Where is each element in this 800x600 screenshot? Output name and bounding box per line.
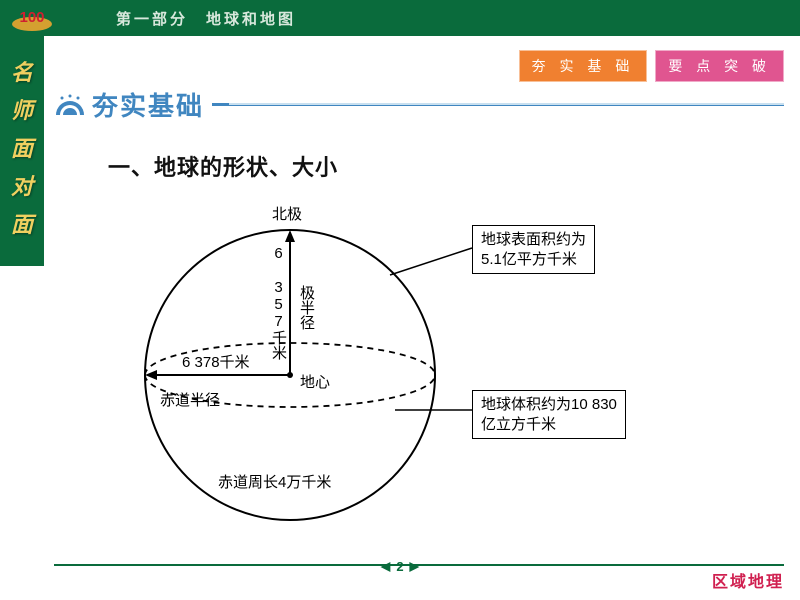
earth-center-label: 地心 [300, 371, 330, 392]
section-title-row: 夯实基础 [54, 86, 784, 123]
volume-line2: 亿立方千米 [481, 415, 617, 435]
page-number-wrap: 2 [380, 559, 419, 574]
sidebar-char: 对 [11, 169, 33, 201]
tab-foundation[interactable]: 夯 实 基 础 [519, 50, 648, 82]
tab-row: 夯 实 基 础 要 点 突 破 [519, 50, 784, 82]
surface-area-line1: 地球表面积约为 [481, 230, 586, 250]
svg-text:100: 100 [19, 9, 44, 26]
tab-keypoints[interactable]: 要 点 突 破 [655, 50, 784, 82]
page-next-icon[interactable] [410, 562, 420, 572]
logo-100-icon: 100 [8, 3, 56, 33]
section-title-icon [54, 93, 88, 117]
footer-subject-label: 区域地理 [712, 568, 784, 592]
surface-area-line2: 5.1亿平方千米 [481, 250, 586, 270]
polar-radius-label: 极半径 [296, 285, 317, 330]
left-sidebar: 名 师 面 对 面 [0, 36, 44, 266]
surface-area-box: 地球表面积约为 5.1亿平方千米 [472, 225, 595, 274]
equator-circumference-label: 赤道周长4万千米 [218, 471, 331, 492]
sidebar-char: 名 [11, 55, 33, 87]
equator-radius-label: 赤道半径 [160, 389, 220, 410]
sidebar-char: 面 [11, 131, 33, 163]
volume-box: 地球体积约为10 830 亿立方千米 [472, 390, 626, 439]
title-underline [212, 103, 784, 106]
sidebar-char: 师 [11, 93, 33, 125]
equator-radius-value: 6 378千米 [182, 351, 250, 372]
earth-diagram: 北极 6 357千米 极半径 6 378千米 赤道半径 地心 赤道周长4万千米 … [120, 195, 680, 545]
part-title: 第一部分 地球和地图 [116, 8, 296, 29]
page-number: 2 [396, 559, 403, 574]
content-heading: 一、地球的形状、大小 [108, 150, 338, 182]
top-bar: 100 第一部分 地球和地图 [0, 0, 800, 36]
page-prev-icon[interactable] [380, 562, 390, 572]
north-pole-label: 北极 [272, 203, 302, 224]
polar-radius-value: 6 357千米 [268, 245, 289, 360]
sidebar-char: 面 [11, 207, 33, 239]
section-title: 夯实基础 [92, 86, 204, 123]
volume-line1: 地球体积约为10 830 [481, 395, 617, 415]
